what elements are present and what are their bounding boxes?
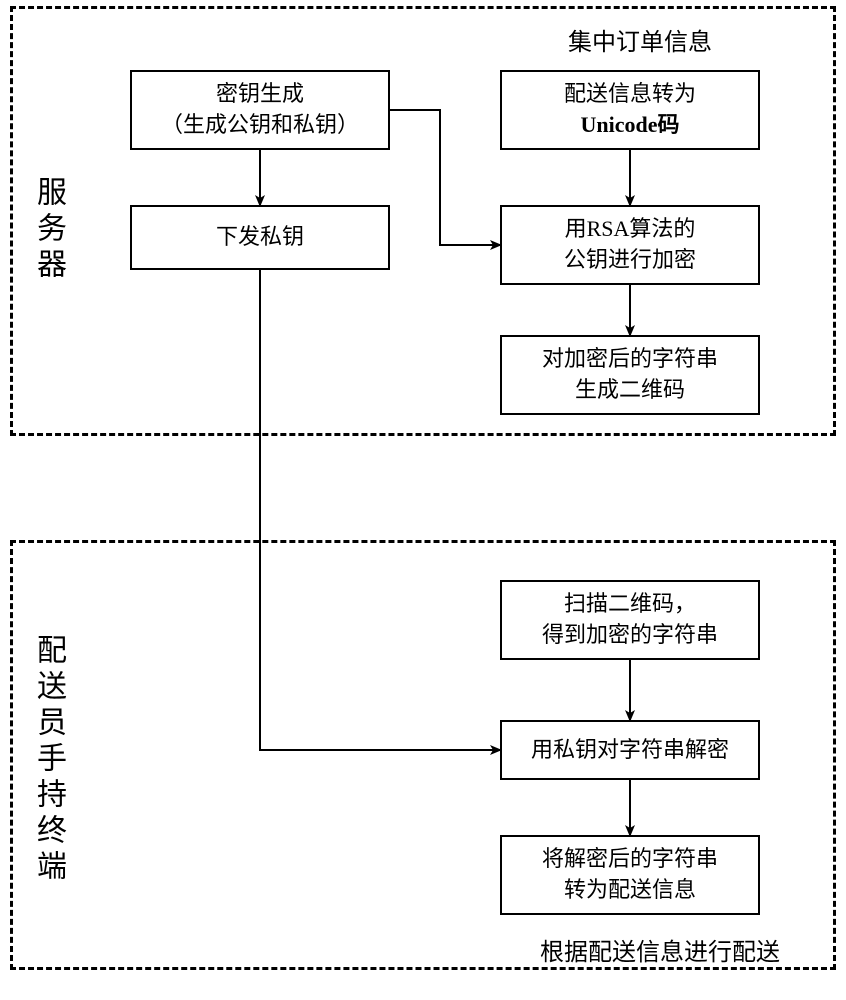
top-free-label: 集中订单信息	[520, 22, 760, 57]
node-line1: 对加密后的字符串	[542, 344, 718, 375]
diagram-canvas: 服务器 配送员手持终端 集中订单信息 根据配送信息进行配送 密钥生成 （生成公钥…	[0, 0, 846, 1000]
node-line1: 配送信息转为	[564, 79, 696, 110]
node-qrcode: 对加密后的字符串 生成二维码	[500, 335, 760, 415]
server-label: 服务器	[28, 120, 68, 340]
bottom-free-label: 根据配送信息进行配送	[500, 932, 820, 967]
node-keygen: 密钥生成 （生成公钥和私钥）	[130, 70, 390, 150]
node-issuekey: 下发私钥	[130, 205, 390, 270]
node-toinfo: 将解密后的字符串 转为配送信息	[500, 835, 760, 915]
node-line1: 密钥生成	[216, 79, 304, 110]
node-line2: 转为配送信息	[564, 875, 696, 906]
node-line2: （生成公钥和私钥）	[161, 110, 359, 141]
node-line2: Unicode码	[580, 110, 679, 141]
node-line1: 将解密后的字符串	[542, 844, 718, 875]
node-line2: 得到加密的字符串	[542, 620, 718, 651]
node-line1: 下发私钥	[216, 222, 304, 253]
node-line2: 公钥进行加密	[564, 245, 696, 276]
terminal-label: 配送员手持终端	[28, 590, 68, 930]
node-line2: 生成二维码	[575, 375, 685, 406]
node-decrypt: 用私钥对字符串解密	[500, 720, 760, 780]
node-rsa: 用RSA算法的 公钥进行加密	[500, 205, 760, 285]
node-line1: 用私钥对字符串解密	[531, 735, 729, 766]
node-line1: 扫描二维码，	[564, 589, 696, 620]
node-scan: 扫描二维码， 得到加密的字符串	[500, 580, 760, 660]
node-unicode: 配送信息转为 Unicode码	[500, 70, 760, 150]
node-line1: 用RSA算法的	[565, 214, 696, 245]
